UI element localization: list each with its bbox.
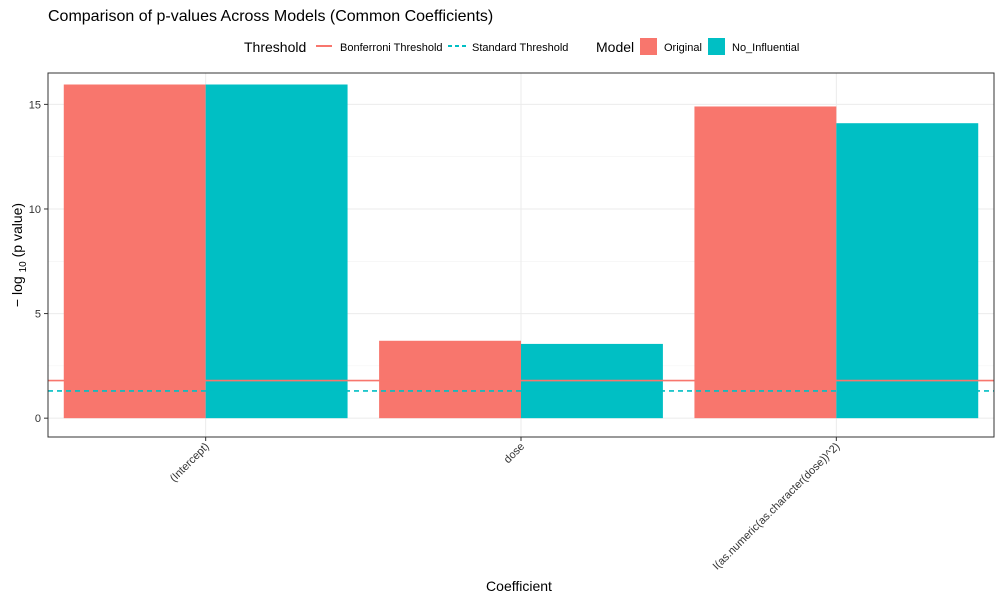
- bar-original: [63, 84, 206, 419]
- y-tick-label: 0: [35, 413, 41, 425]
- chart-title: Comparison of p-values Across Models (Co…: [48, 8, 493, 25]
- y-axis-title-minus: −: [9, 299, 25, 307]
- plot-panel: [47, 72, 995, 438]
- x-axis-title: Coefficient: [486, 578, 552, 594]
- legend-threshold-title: Threshold: [244, 39, 306, 55]
- legend-noinfluential-swatch: [708, 38, 725, 55]
- y-axis-title: − log 10 (p value): [9, 203, 29, 307]
- legend-noinfluential-label: No_Influential: [732, 42, 799, 54]
- bar-no-influential: [836, 123, 979, 419]
- y-axis-title-rest: (p value): [9, 203, 25, 257]
- y-axis-title-base: 10: [18, 261, 29, 273]
- x-tick-label: I(as.numeric(as.character(dose))^2): [711, 441, 843, 573]
- legend-bonferroni-label: Bonferroni Threshold: [340, 42, 443, 54]
- x-tick-label: (Intercept): [168, 441, 212, 485]
- threshold-lines: [48, 379, 994, 392]
- y-tick-label: 5: [35, 309, 41, 321]
- y-axis-title-log: log: [9, 276, 25, 295]
- bar-original: [694, 106, 837, 419]
- y-axis: 0 5 10 15: [29, 99, 48, 425]
- legend-original-label: Original: [664, 42, 702, 54]
- legend-original-swatch: [640, 38, 657, 55]
- legend: Threshold Bonferroni Threshold Standard …: [244, 38, 799, 55]
- bar-no-influential: [205, 84, 348, 419]
- legend-standard-label: Standard Threshold: [472, 42, 568, 54]
- x-tick-label: dose: [502, 441, 527, 466]
- y-tick-label: 10: [29, 204, 41, 216]
- bar-original: [379, 340, 521, 419]
- x-axis: (Intercept) dose I(as.numeric(as.character…: [168, 437, 843, 573]
- y-tick-label: 15: [29, 99, 41, 111]
- legend-model-title: Model: [596, 39, 634, 55]
